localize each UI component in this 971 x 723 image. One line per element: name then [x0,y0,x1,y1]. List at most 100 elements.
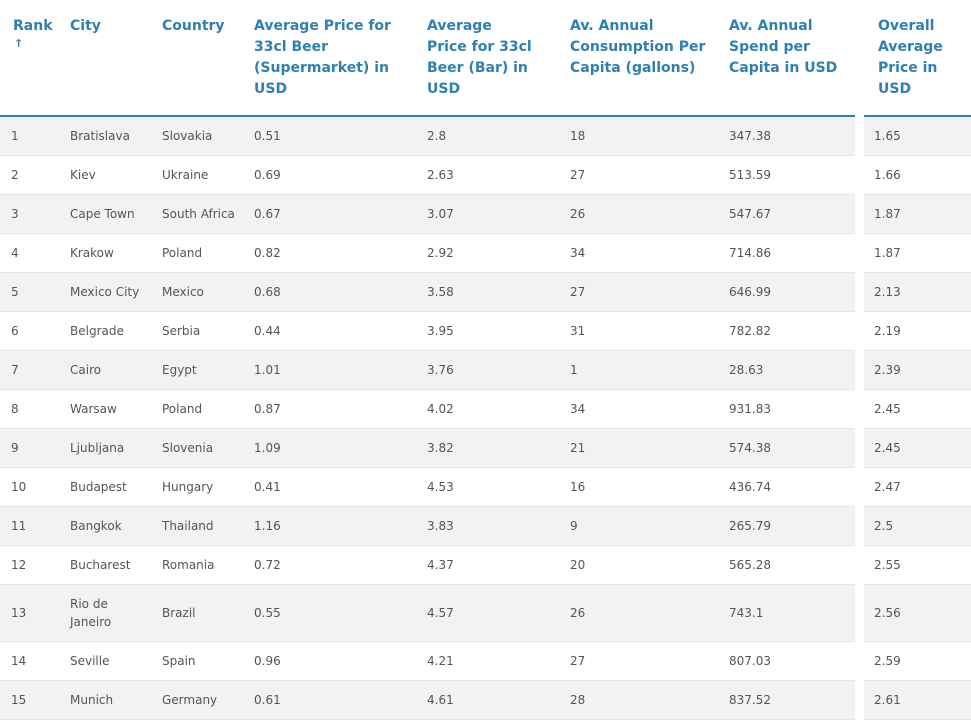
city-cell: Ljubljana [64,428,156,468]
country-cell: Serbia [156,311,248,351]
consumption-cell: 28 [564,680,723,720]
overall-price-cell: 2.45 [864,389,971,429]
overall-price-cell: 2.45 [864,428,971,468]
table-row: 2.61 [864,680,971,720]
bar-price-cell: 2.63 [421,155,564,195]
table-row: 15 Munich Germany 0.61 4.61 28 837.52 [0,680,855,720]
table-row: 1.87 [864,233,971,273]
country-cell: Egypt [156,350,248,390]
table-row: 14 Seville Spain 0.96 4.21 27 807.03 [0,641,855,681]
city-cell: Krakow [64,233,156,273]
city-cell: Munich [64,680,156,720]
city-cell: Kiev [64,155,156,195]
overall-price-cell: 2.13 [864,272,971,312]
rank-cell: 8 [0,389,64,429]
country-cell: Poland [156,389,248,429]
consumption-cell: 26 [564,584,723,642]
column-header-bar-price[interactable]: Average Price for 33cl Beer (Bar) in USD [421,0,564,117]
table-row: 2.45 [864,389,971,429]
annual-spend-cell: 743.1 [723,584,855,642]
country-cell: Mexico [156,272,248,312]
bar-price-cell: 4.37 [421,545,564,585]
table-row: 9 Ljubljana Slovenia 1.09 3.82 21 574.38 [0,428,855,468]
column-header-annual-spend[interactable]: Av. Annual Spend per Capita in USD [723,0,855,117]
column-header-rank[interactable]: Rank ↑ [0,0,64,117]
city-cell: Mexico City [64,272,156,312]
consumption-cell: 34 [564,233,723,273]
supermarket-price-cell: 0.55 [248,584,421,642]
column-header-overall-price[interactable]: Overall Average Price in USD [864,0,971,117]
rank-cell: 5 [0,272,64,312]
annual-spend-cell: 574.38 [723,428,855,468]
annual-spend-cell: 513.59 [723,155,855,195]
table-row: 11 Bangkok Thailand 1.16 3.83 9 265.79 [0,506,855,546]
column-header-consumption[interactable]: Av. Annual Consumption Per Capita (gallo… [564,0,723,117]
overall-price-cell: 1.66 [864,155,971,195]
bar-price-cell: 4.02 [421,389,564,429]
bar-price-cell: 3.07 [421,194,564,234]
sort-ascending-icon[interactable]: ↑ [14,37,24,50]
table-row: 2.13 [864,272,971,312]
table-body: 1 Bratislava Slovakia 0.51 2.8 18 347.38 2 Kiev U… [0,116,855,720]
consumption-cell: 18 [564,116,723,156]
overall-price-cell: 2.47 [864,467,971,507]
table-row: 13 Rio de Janeiro Brazil 0.55 4.57 26 743.1 [0,584,855,642]
table-row: 1.66 [864,155,971,195]
supermarket-price-cell: 0.68 [248,272,421,312]
supermarket-price-cell: 1.16 [248,506,421,546]
city-cell: Cape Town [64,194,156,234]
city-cell: Rio de Janeiro [64,584,156,642]
table-header-row: Overall Average Price in USD [864,0,971,117]
consumption-cell: 20 [564,545,723,585]
rank-cell: 12 [0,545,64,585]
country-cell: Poland [156,233,248,273]
rank-cell: 11 [0,506,64,546]
supermarket-price-cell: 0.72 [248,545,421,585]
bar-price-cell: 3.76 [421,350,564,390]
supermarket-price-cell: 0.51 [248,116,421,156]
bar-price-cell: 3.58 [421,272,564,312]
consumption-cell: 21 [564,428,723,468]
bar-price-cell: 4.21 [421,641,564,681]
rank-cell: 3 [0,194,64,234]
table-row: 2.47 [864,467,971,507]
city-cell: Bratislava [64,116,156,156]
column-header-supermarket-price[interactable]: Average Price for 33cl Beer (Supermarket… [248,0,421,117]
city-cell: Seville [64,641,156,681]
annual-spend-cell: 782.82 [723,311,855,351]
annual-spend-cell: 807.03 [723,641,855,681]
consumption-cell: 27 [564,641,723,681]
table-row: 2.45 [864,428,971,468]
country-cell: Slovakia [156,116,248,156]
rank-cell: 6 [0,311,64,351]
rank-cell: 7 [0,350,64,390]
country-cell: Brazil [156,584,248,642]
supermarket-price-cell: 0.67 [248,194,421,234]
bar-price-cell: 4.61 [421,680,564,720]
city-cell: Warsaw [64,389,156,429]
supermarket-price-cell: 0.87 [248,389,421,429]
supermarket-price-cell: 0.96 [248,641,421,681]
column-header-city[interactable]: City [64,0,156,117]
annual-spend-cell: 646.99 [723,272,855,312]
table-row: 2.55 [864,545,971,585]
table-row: 12 Bucharest Romania 0.72 4.37 20 565.28 [0,545,855,585]
country-cell: Thailand [156,506,248,546]
supermarket-price-cell: 0.69 [248,155,421,195]
table-row: 6 Belgrade Serbia 0.44 3.95 31 782.82 [0,311,855,351]
consumption-cell: 27 [564,155,723,195]
rank-cell: 4 [0,233,64,273]
table-row: 2.56 [864,584,971,642]
table-row: 2.19 [864,311,971,351]
table-row: 1.87 [864,194,971,234]
overall-price-cell: 2.39 [864,350,971,390]
consumption-cell: 16 [564,467,723,507]
country-cell: Slovenia [156,428,248,468]
rank-cell: 13 [0,584,64,642]
table-body: 1.65 1.66 1.87 1.87 2.13 2.19 2.39 2.45 2.45 2.47… [864,116,971,720]
column-header-country[interactable]: Country [156,0,248,117]
supermarket-price-cell: 0.82 [248,233,421,273]
country-cell: South Africa [156,194,248,234]
annual-spend-cell: 565.28 [723,545,855,585]
